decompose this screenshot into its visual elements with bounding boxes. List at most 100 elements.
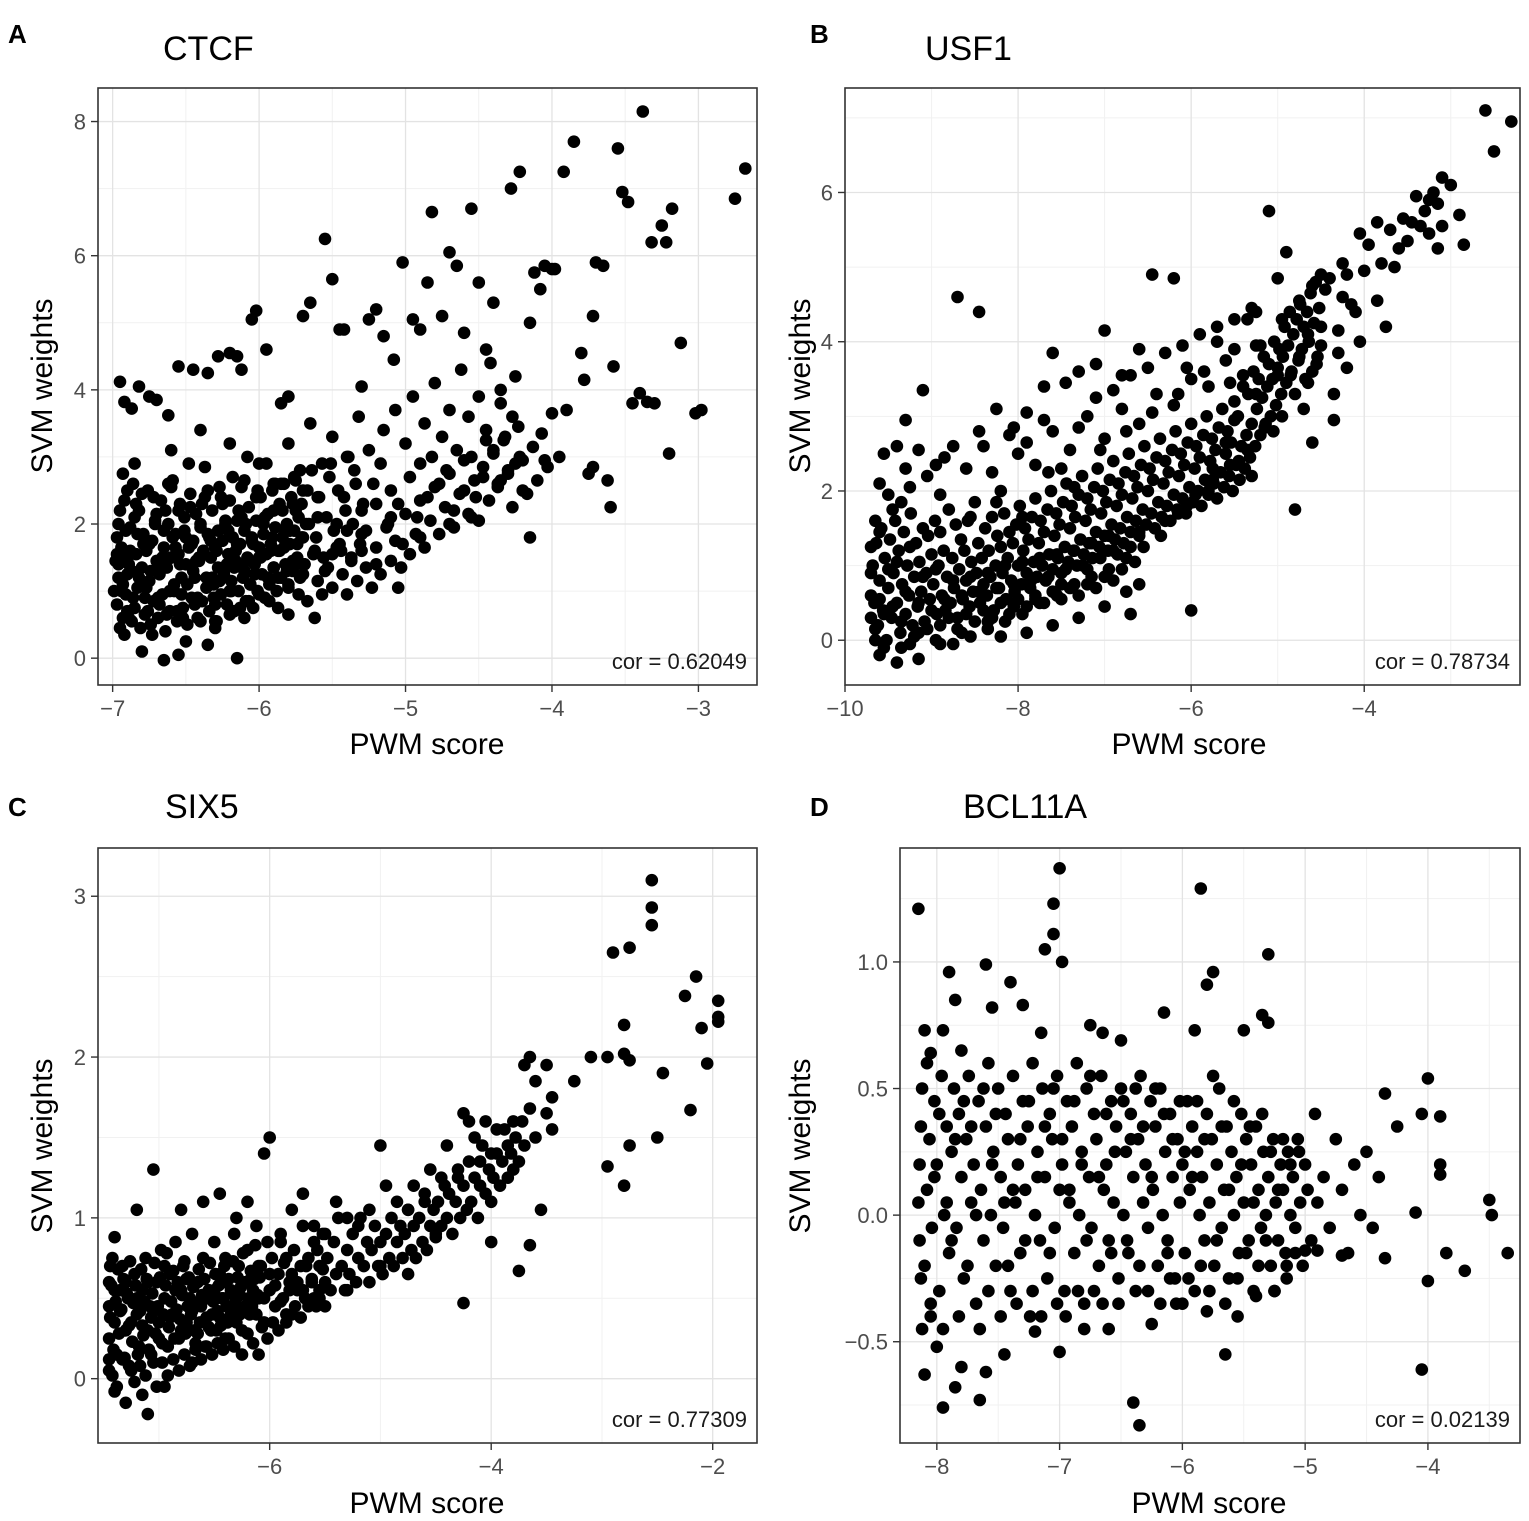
data-point xyxy=(345,554,358,568)
data-point xyxy=(420,1243,434,1257)
data-point xyxy=(925,548,938,561)
data-point xyxy=(450,443,464,457)
data-point xyxy=(1157,1006,1171,1019)
x-tick-label: −6 xyxy=(1170,1454,1195,1479)
data-point xyxy=(1053,862,1066,875)
data-point xyxy=(936,1024,950,1037)
data-point xyxy=(180,1272,193,1286)
data-point xyxy=(184,487,197,501)
data-point xyxy=(998,559,1012,572)
data-point xyxy=(369,558,383,571)
data-point xyxy=(203,604,216,618)
data-point xyxy=(1157,1107,1171,1121)
data-point xyxy=(1042,466,1055,479)
data-point xyxy=(700,1057,714,1070)
data-point xyxy=(255,1320,269,1334)
data-point xyxy=(873,574,886,587)
data-point xyxy=(945,1234,958,1247)
data-point xyxy=(509,1131,522,1144)
data-point xyxy=(108,1230,121,1244)
data-point xyxy=(623,941,636,954)
data-point xyxy=(929,458,943,472)
data-point xyxy=(1006,1183,1020,1197)
data-point xyxy=(362,443,376,457)
data-point xyxy=(476,460,490,474)
data-point xyxy=(923,592,937,606)
data-point xyxy=(636,105,650,118)
data-point xyxy=(961,1259,974,1273)
data-point xyxy=(484,1195,498,1209)
data-point xyxy=(129,1279,142,1292)
data-point xyxy=(257,1147,271,1160)
data-point xyxy=(1129,514,1143,528)
y-tick-label: 0 xyxy=(74,1367,86,1392)
data-point xyxy=(1289,1221,1302,1235)
data-point xyxy=(148,514,162,527)
data-point xyxy=(645,901,659,914)
data-point xyxy=(213,480,226,494)
data-point xyxy=(384,554,398,568)
data-point xyxy=(1188,1024,1201,1037)
data-point xyxy=(1314,268,1328,281)
data-point xyxy=(201,638,215,652)
data-point xyxy=(1276,350,1290,364)
data-point xyxy=(1271,1234,1285,1247)
data-point xyxy=(1117,1208,1130,1222)
data-point xyxy=(323,470,336,484)
data-point xyxy=(942,503,956,516)
data-point xyxy=(886,600,899,613)
data-point xyxy=(1390,1120,1404,1133)
data-point xyxy=(103,1259,117,1273)
data-point xyxy=(340,1211,354,1225)
data-point xyxy=(526,440,540,454)
data-point xyxy=(379,1227,393,1241)
panel-c-x-axis-title: PWM score xyxy=(349,1487,504,1520)
data-point xyxy=(227,604,241,618)
data-point xyxy=(287,1243,301,1257)
data-point xyxy=(229,554,242,568)
data-point xyxy=(396,1251,409,1265)
data-point xyxy=(189,507,203,521)
data-point xyxy=(1281,339,1295,352)
data-point xyxy=(301,594,314,608)
data-point xyxy=(996,1221,1010,1235)
data-point xyxy=(1136,1196,1150,1209)
data-point xyxy=(106,1369,119,1382)
data-point xyxy=(123,521,137,534)
data-point xyxy=(942,611,956,625)
data-point xyxy=(249,514,263,527)
data-point xyxy=(977,1234,990,1247)
data-point xyxy=(662,447,676,460)
data-point xyxy=(999,1107,1012,1121)
data-point xyxy=(1104,1246,1118,1260)
y-tick-label: 0.5 xyxy=(857,1077,888,1102)
data-point xyxy=(1131,480,1144,494)
data-point xyxy=(296,309,310,323)
data-point xyxy=(198,460,212,474)
data-point xyxy=(1293,1196,1307,1209)
data-point xyxy=(1304,286,1317,300)
data-point xyxy=(1154,1297,1167,1310)
data-point xyxy=(340,1243,354,1257)
data-point xyxy=(1087,1284,1101,1298)
data-point xyxy=(304,296,317,310)
data-point xyxy=(471,1211,485,1225)
data-point xyxy=(136,1388,149,1402)
y-tick-label: 1 xyxy=(74,1206,86,1231)
data-point xyxy=(1059,376,1072,390)
data-point xyxy=(130,1203,144,1217)
data-point xyxy=(969,1297,983,1310)
data-point xyxy=(198,490,212,504)
data-point xyxy=(1287,328,1300,341)
data-point xyxy=(136,1319,149,1332)
data-point xyxy=(1357,264,1371,278)
data-point xyxy=(282,578,295,591)
data-point xyxy=(1037,380,1051,393)
data-point xyxy=(1102,563,1116,576)
data-point xyxy=(1161,1246,1174,1260)
data-point xyxy=(132,504,146,517)
data-point xyxy=(263,1267,277,1281)
data-point xyxy=(186,363,200,377)
panel-d-frame xyxy=(899,847,1521,1444)
data-point xyxy=(450,259,464,273)
